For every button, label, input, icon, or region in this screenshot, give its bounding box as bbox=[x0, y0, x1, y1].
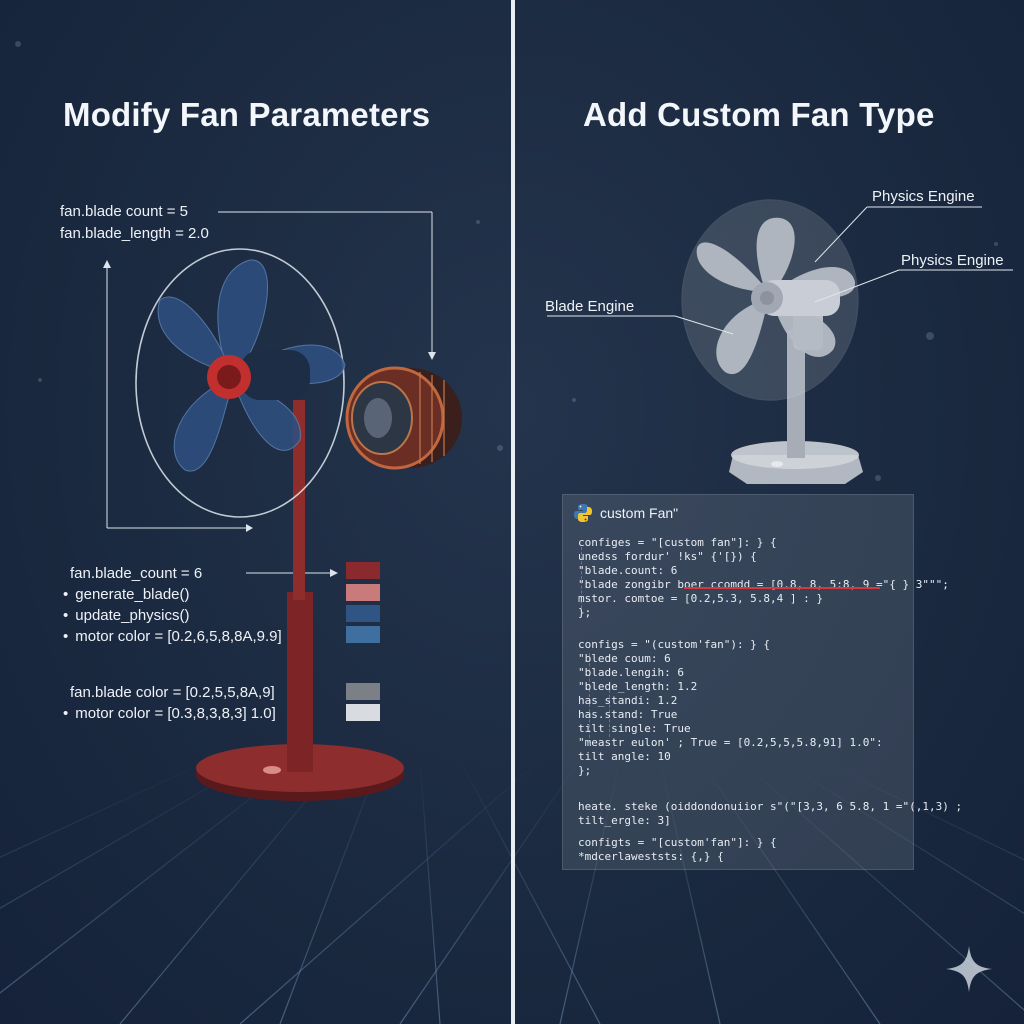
param-blade-length: fan.blade_length = 2.0 bbox=[60, 225, 209, 242]
callout-physics-engine: Physics Engine bbox=[872, 188, 975, 205]
code-line: }; bbox=[578, 764, 592, 777]
error-underline bbox=[684, 587, 880, 589]
code-line: tilt single: True bbox=[578, 722, 691, 735]
color-swatch bbox=[346, 605, 380, 622]
code-line: configts = "[custom'fan"]: } { bbox=[578, 836, 777, 849]
callout-physics-engine-2: Physics Engine bbox=[901, 252, 1004, 269]
code-line: has_standi: 1.2 bbox=[578, 694, 678, 707]
code-line: mstor. comtoe = [0.2,5.3, 5.8,4 ] : } bbox=[578, 592, 824, 605]
code-line: "meastr eulon' ; True = [0.2,5,5,5.8,91]… bbox=[578, 736, 883, 749]
code-line: configs = "(custom'fan"): } { bbox=[578, 638, 771, 651]
callout-blade-engine: Blade Engine bbox=[545, 298, 635, 315]
bullet-motor-color-2: motor color = [0.3,8,3,8,3] 1.0] bbox=[63, 705, 276, 722]
code-header: custom Fan" bbox=[573, 503, 678, 523]
code-line: configes = "[custom fan"]: } { bbox=[578, 536, 777, 549]
code-line: *mdcerlaweststs: {,} { bbox=[578, 850, 724, 863]
color-swatch bbox=[346, 704, 380, 721]
sparkle-icon bbox=[946, 946, 992, 992]
left-panel: Modify Fan Parameters fan.blade count = … bbox=[0, 0, 511, 1024]
blade-count-label: fan.blade_count = 6 bbox=[70, 565, 203, 582]
right-panel: Add Custom Fan Type bbox=[515, 0, 1024, 1024]
indent-guide bbox=[581, 547, 582, 613]
code-line: tilt_ergle: 3] bbox=[578, 814, 671, 827]
color-swatch bbox=[346, 584, 380, 601]
code-file-title: custom Fan" bbox=[600, 505, 679, 521]
color-swatch bbox=[346, 626, 380, 643]
left-title: Modify Fan Parameters bbox=[63, 96, 431, 133]
code-line: "blade.count: 6 bbox=[578, 564, 678, 577]
param-blade-count: fan.blade count = 5 bbox=[60, 203, 189, 220]
bullet-generate-blade: generate_blade() bbox=[63, 586, 189, 603]
code-line: unedss fordur' !ks" {'[}) { bbox=[578, 550, 757, 563]
indent-guide bbox=[589, 653, 590, 743]
fan-illustration-red bbox=[103, 211, 462, 801]
code-line: "blade.lengih: 6 bbox=[578, 666, 684, 679]
code-line: "blede_length: 1.2 bbox=[578, 680, 698, 693]
code-line: tilt angle: 10 bbox=[578, 750, 671, 763]
color-swatch bbox=[346, 683, 380, 700]
blade-color-label: fan.blade color = [0.2,5,5,8A,9] bbox=[70, 684, 275, 701]
code-line: }; bbox=[578, 606, 592, 619]
python-icon bbox=[574, 504, 592, 522]
code-line: has.stand: True bbox=[578, 708, 678, 721]
bullet-motor-color: motor color = [0.2,6,5,8,8A,9.9] bbox=[63, 628, 281, 645]
right-title: Add Custom Fan Type bbox=[583, 96, 935, 133]
code-line: "blade zongibr boer ccomdd = [0.8, 8, 5:… bbox=[578, 578, 949, 591]
indent-guide bbox=[609, 685, 610, 737]
panel-divider bbox=[511, 0, 515, 1024]
bullet-update-physics: update_physics() bbox=[63, 607, 189, 624]
code-line: "blede coum: 6 bbox=[578, 652, 671, 665]
code-panel: custom Fan" bbox=[562, 494, 914, 870]
color-swatch bbox=[346, 562, 380, 579]
code-line: heate. steke (oiddondonuiior s"("[3,3, 6… bbox=[578, 800, 963, 813]
fan-illustration-grey bbox=[547, 199, 1013, 484]
